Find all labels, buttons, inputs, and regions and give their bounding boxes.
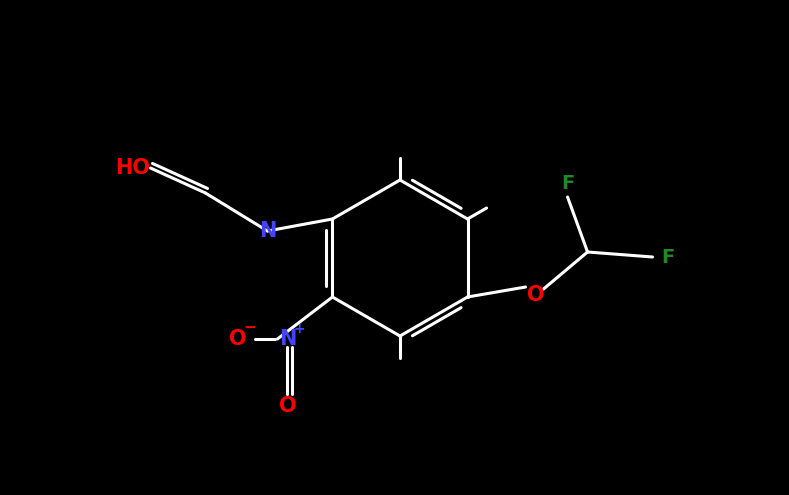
Text: HO: HO: [115, 158, 150, 178]
Text: N: N: [279, 329, 296, 349]
Text: O: O: [527, 285, 544, 305]
Text: O: O: [229, 329, 246, 349]
Text: F: F: [661, 248, 674, 266]
Text: +: +: [294, 322, 305, 336]
Text: −: −: [243, 319, 256, 335]
Text: O: O: [279, 396, 296, 416]
Text: N: N: [259, 221, 276, 241]
Text: F: F: [561, 174, 574, 193]
